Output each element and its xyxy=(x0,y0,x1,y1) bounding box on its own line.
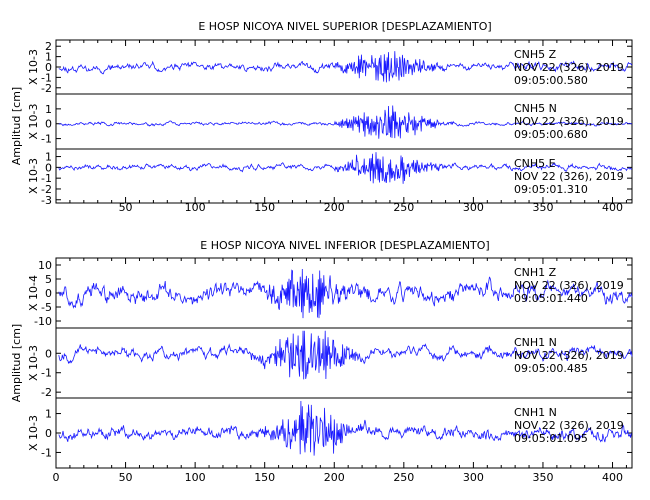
y-tick-label: -1 xyxy=(41,133,52,146)
upper-chart-title: E HOSP NICOYA NIVEL SUPERIOR [DESPLAZAMI… xyxy=(198,20,491,33)
upper-panel-1-date-label: NOV 22 (326), 2019 xyxy=(514,61,624,74)
y-tick-label: 0 xyxy=(45,287,52,300)
lower-panel-2-time-label: 09:05:00.485 xyxy=(514,362,588,375)
x-tick-label: 50 xyxy=(119,471,133,484)
y-tick-label: -1 xyxy=(41,367,52,380)
upper-panel-3-time-label: 09:05:01.310 xyxy=(514,183,588,196)
y-tick-label: 0 xyxy=(45,347,52,360)
upper-chart-frame xyxy=(55,39,633,204)
y-tick-label: -1 xyxy=(41,71,52,84)
y-tick-label: 0 xyxy=(45,427,52,440)
y-tick-label: -10 xyxy=(34,315,52,328)
x-tick-label: 200 xyxy=(324,471,345,484)
x-tick-label: 300 xyxy=(463,201,484,214)
upper-panel-2-scale-label: X 10-3 xyxy=(27,104,40,140)
lower-panel-3-waveform xyxy=(58,400,633,456)
x-tick-label: 250 xyxy=(393,201,414,214)
y-tick-label: 1 xyxy=(45,103,52,116)
y-tick-label: 1 xyxy=(45,151,52,164)
lower-panel-1-date-label: NOV 22 (326), 2019 xyxy=(514,279,624,292)
upper-panel-2-waveform xyxy=(58,105,633,139)
x-tick-label: 200 xyxy=(324,201,345,214)
upper-panel-1-scale-label: X 10-3 xyxy=(27,49,40,85)
x-tick-label: 400 xyxy=(602,201,623,214)
lower-panel-1-time-label: 09:05:01.440 xyxy=(514,292,588,305)
lower-panel-2-waveform xyxy=(58,330,633,380)
lower-panel-1-waveform xyxy=(58,268,633,319)
lower-panel-3-station-label: CNH1 N xyxy=(514,406,557,419)
y-tick-label: -1 xyxy=(41,446,52,459)
lower-panel-3-scale-label: X 10-3 xyxy=(27,415,40,451)
x-tick-label: 100 xyxy=(185,471,206,484)
y-tick-label: 0 xyxy=(45,61,52,74)
lower-panel-3-time-label: 09:05:01.095 xyxy=(514,432,588,445)
upper-panel-2-date-label: NOV 22 (326), 2019 xyxy=(514,115,624,128)
lower-panel-1-scale-label: X 10-4 xyxy=(27,275,40,311)
lower-panel-3-date-label: NOV 22 (326), 2019 xyxy=(514,419,624,432)
y-tick-label: -1 xyxy=(41,172,52,185)
y-tick-label: 1 xyxy=(45,408,52,421)
upper-panel-2-time-label: 09:05:00.680 xyxy=(514,128,588,141)
x-tick-label: 150 xyxy=(254,471,275,484)
y-tick-label: 0 xyxy=(45,118,52,131)
lower-chart-frame xyxy=(55,257,633,469)
lower-panel-2-station-label: CNH1 N xyxy=(514,336,557,349)
y-tick-label: -2 xyxy=(41,183,52,196)
y-tick-label: -3 xyxy=(41,194,52,207)
lower-y-axis-label: Amplitud [cm] xyxy=(10,324,23,402)
lower-panel-2-date-label: NOV 22 (326), 2019 xyxy=(514,349,624,362)
upper-panel-1-waveform xyxy=(58,51,633,83)
x-tick-label: 150 xyxy=(254,201,275,214)
x-tick-label: 50 xyxy=(119,201,133,214)
y-tick-label: 5 xyxy=(45,273,52,286)
x-tick-label: 400 xyxy=(602,471,623,484)
upper-panel-3-date-label: NOV 22 (326), 2019 xyxy=(514,170,624,183)
y-tick-label: -2 xyxy=(41,386,52,399)
x-tick-label: 100 xyxy=(185,201,206,214)
x-tick-label: 350 xyxy=(532,201,553,214)
y-tick-label: 10 xyxy=(38,259,52,272)
x-tick-label: 0 xyxy=(53,471,60,484)
y-tick-label: 0 xyxy=(45,161,52,174)
y-tick-label: -2 xyxy=(41,82,52,95)
y-tick-label: 2 xyxy=(45,40,52,53)
y-tick-label: -5 xyxy=(41,301,52,314)
x-tick-label: 300 xyxy=(463,471,484,484)
lower-panel-2-scale-label: X 10-3 xyxy=(27,345,40,381)
lower-chart-title: E HOSP NICOYA NIVEL INFERIOR [DESPLAZAMI… xyxy=(200,239,489,252)
upper-panel-3-scale-label: X 10-3 xyxy=(27,158,40,194)
upper-panel-3-waveform xyxy=(58,152,633,184)
upper-y-axis-label: Amplitud [cm] xyxy=(10,87,23,165)
upper-panel-1-station-label: CNH5 Z xyxy=(514,48,557,61)
lower-panel-1-station-label: CNH1 Z xyxy=(514,266,557,279)
upper-panel-3-station-label: CNH5 E xyxy=(514,157,556,170)
x-tick-label: 350 xyxy=(532,471,553,484)
x-tick-label: 250 xyxy=(393,471,414,484)
upper-panel-2-station-label: CNH5 N xyxy=(514,102,557,115)
y-tick-label: 1 xyxy=(45,51,52,64)
upper-panel-1-time-label: 09:05:00.580 xyxy=(514,74,588,87)
